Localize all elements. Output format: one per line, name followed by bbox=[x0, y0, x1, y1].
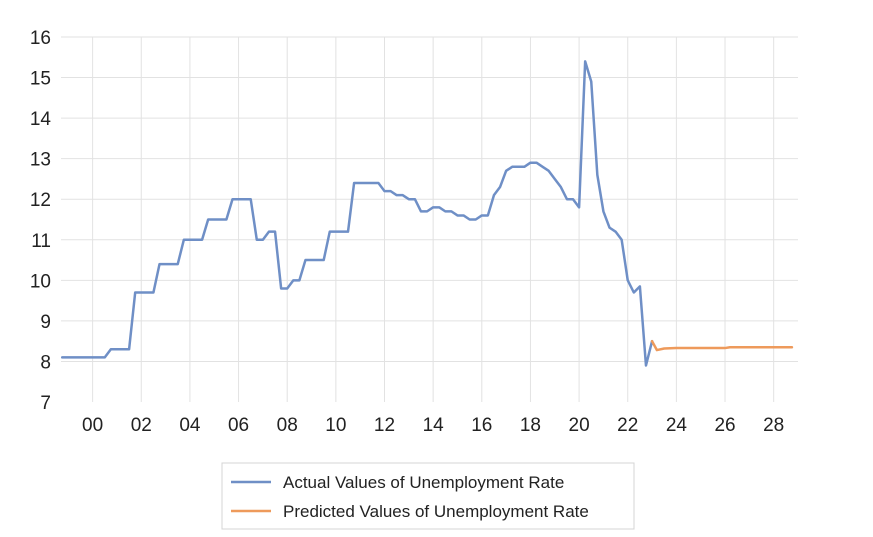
x-tick-label: 00 bbox=[82, 415, 103, 436]
x-tick-label: 14 bbox=[423, 415, 445, 436]
legend: Actual Values of Unemployment Rate Predi… bbox=[221, 462, 635, 530]
y-tick-label: 15 bbox=[30, 69, 51, 90]
series-line-actual bbox=[60, 60, 654, 367]
x-tick-label: 28 bbox=[763, 415, 784, 436]
y-tick-label: 8 bbox=[40, 352, 51, 373]
legend-box bbox=[221, 462, 635, 530]
x-tick-label: 02 bbox=[131, 415, 152, 436]
y-tick-label: 7 bbox=[40, 393, 51, 414]
x-tick-label: 24 bbox=[666, 415, 688, 436]
y-axis-ticks: 7 8 9 10 11 12 13 14 15 16 bbox=[30, 28, 52, 414]
y-tick-label: 12 bbox=[30, 190, 51, 211]
x-axis-ticks: 00 02 04 06 08 10 12 14 16 18 20 22 24 26 28 bbox=[82, 415, 784, 436]
x-tick-label: 04 bbox=[179, 415, 201, 436]
legend-label-predicted: Predicted Values of Unemployment Rate bbox=[283, 502, 589, 521]
x-tick-label: 20 bbox=[569, 415, 590, 436]
series-lines bbox=[60, 60, 794, 367]
y-tick-label: 11 bbox=[31, 231, 51, 252]
x-tick-label: 10 bbox=[325, 415, 346, 436]
grid-lines bbox=[61, 36, 798, 402]
x-tick-label: 22 bbox=[617, 415, 638, 436]
x-tick-label: 26 bbox=[714, 415, 735, 436]
y-tick-label: 10 bbox=[30, 271, 51, 292]
x-tick-label: 12 bbox=[374, 415, 395, 436]
y-tick-label: 14 bbox=[30, 109, 52, 130]
y-tick-label: 13 bbox=[30, 150, 51, 171]
x-tick-label: 06 bbox=[228, 415, 249, 436]
x-tick-label: 18 bbox=[520, 415, 541, 436]
y-tick-label: 16 bbox=[30, 28, 51, 49]
y-tick-label: 9 bbox=[40, 312, 51, 333]
x-tick-label: 08 bbox=[277, 415, 298, 436]
legend-label-actual: Actual Values of Unemployment Rate bbox=[283, 473, 564, 492]
x-tick-label: 16 bbox=[471, 415, 492, 436]
series-line-predicted bbox=[650, 339, 794, 352]
